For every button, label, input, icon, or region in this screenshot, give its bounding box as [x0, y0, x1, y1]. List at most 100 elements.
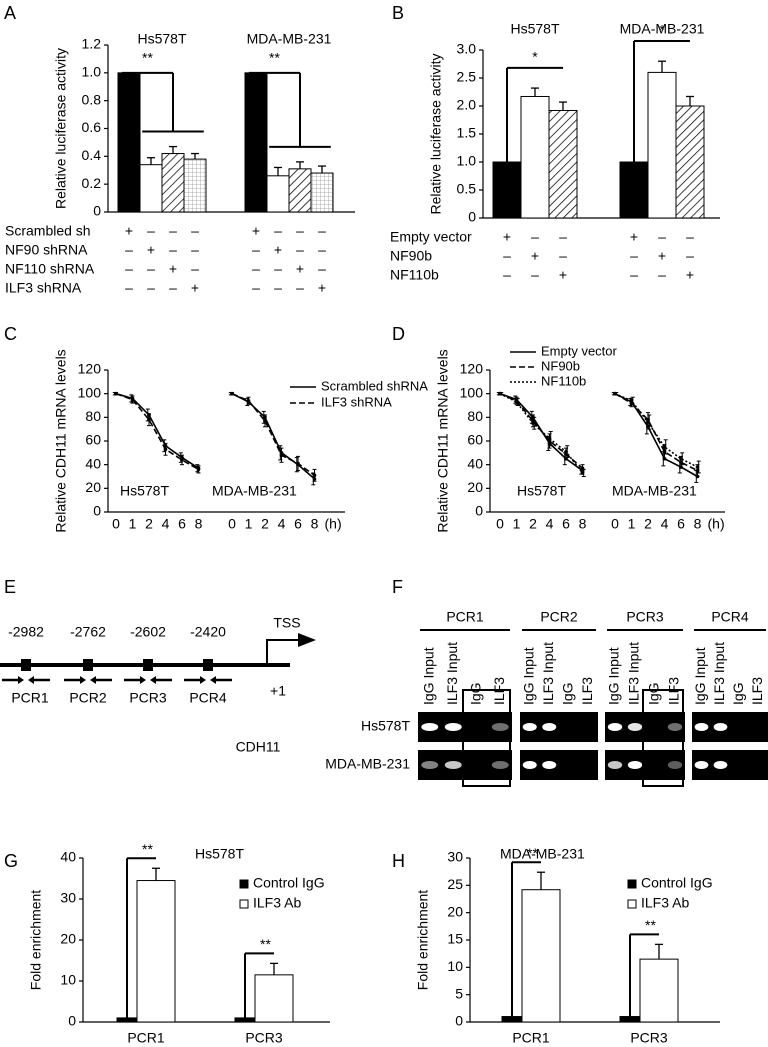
site-box: [83, 659, 93, 671]
condition-sign: +: [318, 280, 326, 296]
condition-sign: +: [125, 223, 133, 239]
condition-label: ILF3 shRNA: [5, 280, 82, 296]
bar: [501, 1016, 523, 1023]
point: [564, 449, 568, 454]
y-tick-label: 20: [60, 931, 76, 947]
x-tick-label: 2: [261, 516, 269, 532]
condition-sign: –: [296, 223, 304, 239]
y-tick-label: 60: [467, 432, 483, 448]
y-tick-label: 40: [60, 849, 76, 865]
condition-sign: –: [191, 261, 199, 277]
sig-label: *: [532, 49, 538, 65]
y-tick-label: 0: [93, 503, 101, 519]
condition-sign: –: [274, 261, 282, 277]
condition-sign: +: [531, 248, 539, 264]
tss-position: +1: [270, 683, 286, 699]
legend-swatch: [627, 899, 637, 909]
point: [547, 436, 552, 441]
site-label: -2762: [70, 624, 106, 640]
y-tick-label: 10: [60, 972, 76, 988]
point: [114, 391, 118, 396]
primer-arrowhead: [200, 676, 206, 684]
chart-title: MDA-MB-231: [500, 846, 585, 862]
condition-sign: –: [318, 242, 326, 258]
gel-band: [627, 723, 643, 731]
condition-label: NF110 shRNA: [5, 261, 95, 277]
gel-band: [491, 723, 509, 731]
sig-label: **: [269, 50, 280, 66]
y-tick-label: 0: [93, 203, 101, 219]
condition-sign: –: [147, 280, 155, 296]
bar: [639, 958, 679, 1023]
y-tick-label: 40: [467, 455, 483, 471]
lane-label: ILF3 Input: [626, 642, 642, 705]
legend-label: Scrambled shRNA: [321, 378, 428, 393]
x-tick-label: 8: [579, 516, 587, 532]
lane-label: ILF3 Input: [711, 642, 727, 705]
sig-label: **: [142, 841, 153, 857]
gel-band: [542, 723, 557, 731]
primer-label: PCR1: [11, 690, 49, 706]
legend-label: ILF3 Ab: [253, 895, 301, 911]
y-tick-label: 20: [467, 479, 483, 495]
y-axis-label: Relative luciferase activity: [53, 48, 69, 209]
bar: [139, 164, 163, 213]
primer-arrowhead: [140, 676, 146, 684]
point: [246, 398, 251, 403]
x-tick-label: 4: [661, 516, 669, 532]
x-tick-label: 1: [245, 516, 253, 532]
legend-swatch: [239, 899, 249, 909]
gene-label: CDH11: [236, 739, 281, 755]
bar: [136, 880, 176, 1023]
bar: [161, 153, 185, 213]
gel-box: [642, 689, 684, 787]
condition-sign: –: [503, 248, 511, 264]
gel-band: [491, 761, 509, 769]
bar: [310, 172, 334, 213]
group-label: MDA-MB-231: [247, 31, 332, 47]
series-line: [614, 392, 698, 472]
bar: [619, 161, 649, 219]
condition-sign: –: [296, 280, 304, 296]
condition-label: Scrambled sh: [5, 223, 91, 239]
legend-swatch: [239, 879, 249, 889]
y-axis-label: Fold enrichment: [28, 890, 44, 990]
gel-band: [522, 761, 537, 769]
y-tick-label: 1.2: [82, 36, 102, 52]
point: [514, 400, 519, 404]
group-label: MDA-MB-231: [620, 21, 705, 37]
x-unit: (h): [708, 516, 725, 532]
x-tick-label: PCR1: [512, 1030, 550, 1046]
bar: [183, 158, 207, 213]
legend-label: ILF3 Ab: [641, 895, 689, 911]
point: [163, 447, 168, 452]
condition-sign: –: [252, 242, 260, 258]
condition-sign: –: [686, 248, 694, 264]
bar: [619, 1016, 641, 1023]
condition-sign: –: [503, 267, 511, 283]
condition-sign: –: [125, 280, 133, 296]
primer-label: PCR3: [129, 690, 167, 706]
legend-label: Empty vector: [541, 343, 618, 358]
bar: [234, 1017, 256, 1023]
y-tick-label: 2.5: [457, 69, 477, 85]
condition-sign: –: [191, 223, 199, 239]
group-label: Hs578T: [137, 31, 186, 47]
x-tick-label: PCR3: [630, 1030, 668, 1046]
panel-label: G: [4, 851, 18, 871]
y-tick-label: 120: [78, 361, 102, 377]
bar: [244, 72, 268, 213]
y-tick-label: 0.8: [82, 91, 102, 107]
x-tick-label: 0: [228, 516, 236, 532]
y-axis-label: Relative CDH11 mRNA levels: [435, 349, 451, 532]
bar: [117, 72, 141, 213]
lane-label: IgG Input: [520, 647, 536, 705]
point: [580, 471, 585, 475]
point: [130, 397, 135, 402]
point: [646, 420, 650, 424]
gel-band: [444, 723, 462, 731]
y-tick-label: 0.6: [82, 119, 102, 135]
gel-group-label: PCR3: [626, 609, 664, 625]
gel-band: [607, 761, 623, 769]
condition-sign: –: [169, 223, 177, 239]
